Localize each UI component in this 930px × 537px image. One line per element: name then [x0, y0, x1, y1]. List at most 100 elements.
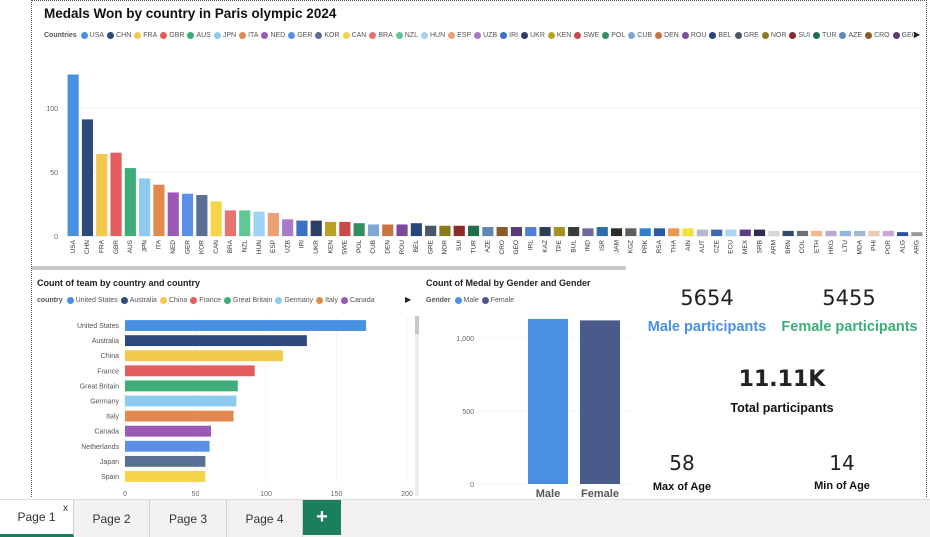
bar[interactable]: [868, 230, 880, 236]
bar[interactable]: [125, 395, 237, 407]
tab-page-3[interactable]: Page 3: [150, 500, 227, 537]
bar[interactable]: [782, 230, 794, 236]
bar[interactable]: [239, 210, 251, 236]
bar[interactable]: [125, 455, 206, 467]
bar[interactable]: [110, 152, 122, 236]
legend-item[interactable]: IRI: [500, 32, 518, 39]
bar[interactable]: [124, 168, 136, 236]
legend-item[interactable]: BEL: [709, 32, 732, 39]
bar[interactable]: [882, 230, 894, 236]
legend-item[interactable]: TUR: [813, 32, 836, 39]
legend-item[interactable]: USA: [80, 32, 104, 39]
bar[interactable]: [153, 184, 165, 236]
legend-item[interactable]: GEO: [892, 32, 917, 39]
legend-item[interactable]: SWE: [574, 32, 599, 39]
legend-item[interactable]: Male: [454, 297, 479, 304]
vertical-scrollbar[interactable]: [415, 316, 419, 496]
legend-item[interactable]: United States: [66, 297, 118, 304]
bar[interactable]: [125, 410, 234, 422]
bar[interactable]: [439, 225, 451, 236]
bar[interactable]: [282, 219, 294, 236]
bar[interactable]: [453, 225, 465, 236]
legend-item[interactable]: ESP: [448, 32, 471, 39]
bar[interactable]: [682, 228, 694, 236]
bar[interactable]: [410, 223, 422, 236]
legend-item[interactable]: KOR: [315, 32, 340, 39]
legend-item[interactable]: AZE: [839, 32, 862, 39]
bar[interactable]: [711, 229, 723, 236]
bar[interactable]: [210, 201, 222, 236]
legend-item[interactable]: GRE: [734, 32, 759, 39]
legend-item[interactable]: CUB: [628, 32, 652, 39]
bar[interactable]: [539, 227, 551, 236]
bar[interactable]: [739, 229, 751, 236]
scrollbar-thumb[interactable]: [415, 316, 419, 334]
tab-page-4[interactable]: Page 4: [227, 500, 303, 537]
bar[interactable]: [125, 365, 255, 377]
bar[interactable]: [796, 230, 809, 236]
legend-item[interactable]: AUS: [187, 32, 211, 39]
legend-item[interactable]: NED: [261, 32, 285, 39]
bar[interactable]: [125, 440, 210, 452]
bar[interactable]: [382, 224, 394, 236]
legend-item[interactable]: UKR: [521, 32, 545, 39]
legend-item[interactable]: POL: [602, 32, 625, 39]
bar[interactable]: [768, 230, 780, 236]
bar[interactable]: [467, 225, 480, 236]
bar[interactable]: [125, 350, 283, 362]
legend-item[interactable]: SUI: [789, 32, 810, 39]
legend-item[interactable]: CRO: [865, 32, 890, 39]
bar[interactable]: [125, 471, 206, 482]
bar[interactable]: [582, 228, 594, 236]
bar[interactable]: [425, 225, 437, 236]
medals-bar-chart[interactable]: 100 50 0 USA CHN FRA GBR AUS JPN ITA NED GER KOR CAN B…: [32, 41, 928, 271]
team-bar-chart[interactable]: 0 50 100 150 200 United States Australia China F…: [32, 306, 417, 498]
bar[interactable]: [353, 223, 365, 236]
gender-bar-chart[interactable]: 1,000 500 0 Male Female: [420, 306, 635, 498]
legend-item[interactable]: ROU: [681, 32, 706, 39]
legend-item[interactable]: BRA: [369, 32, 393, 39]
legend-item[interactable]: Germany: [275, 297, 313, 304]
legend-item[interactable]: DEN: [655, 32, 679, 39]
bar[interactable]: [267, 212, 279, 236]
bar[interactable]: [496, 227, 508, 236]
bar[interactable]: [580, 320, 620, 484]
legend-item[interactable]: KEN: [547, 32, 571, 39]
legend-item[interactable]: CAN: [342, 32, 366, 39]
bar[interactable]: [125, 425, 212, 437]
bar[interactable]: [324, 221, 337, 236]
bar[interactable]: [167, 192, 179, 236]
team-legend[interactable]: country United States Australia China Franc…: [37, 297, 378, 304]
legend-item[interactable]: CHN: [107, 32, 131, 39]
bar[interactable]: [139, 178, 151, 236]
legend-item[interactable]: NZL: [395, 32, 418, 39]
bar[interactable]: [224, 210, 237, 236]
bar[interactable]: [196, 194, 208, 236]
bar[interactable]: [482, 227, 494, 236]
bar[interactable]: [911, 232, 923, 236]
bar[interactable]: [839, 230, 851, 236]
gender-legend[interactable]: Gender Male Female: [426, 297, 517, 304]
team-legend-next-arrow[interactable]: ▶: [405, 295, 412, 304]
bar[interactable]: [625, 228, 637, 236]
bar[interactable]: [396, 224, 408, 236]
tab-page-2[interactable]: Page 2: [74, 500, 150, 537]
bar[interactable]: [181, 193, 194, 236]
bar[interactable]: [553, 227, 565, 236]
bar[interactable]: [854, 230, 866, 236]
bar[interactable]: [596, 227, 608, 236]
legend-item[interactable]: Australia: [120, 297, 157, 304]
legend-item[interactable]: Canada: [340, 297, 375, 304]
legend-item[interactable]: Great Britain: [224, 297, 272, 304]
legend-item[interactable]: GER: [288, 32, 312, 39]
legend-item[interactable]: FRA: [134, 32, 157, 39]
bar[interactable]: [610, 228, 623, 236]
legend-item[interactable]: China: [159, 297, 187, 304]
bar[interactable]: [96, 153, 108, 236]
bar[interactable]: [125, 335, 307, 347]
bar[interactable]: [696, 229, 708, 236]
legend-item[interactable]: Female: [481, 297, 514, 304]
bar[interactable]: [310, 220, 322, 236]
countries-legend[interactable]: Countries USA CHN FRA GBR AUS JPN ITA NED GER KOR…: [44, 32, 920, 39]
legend-item[interactable]: HUN: [420, 32, 445, 39]
